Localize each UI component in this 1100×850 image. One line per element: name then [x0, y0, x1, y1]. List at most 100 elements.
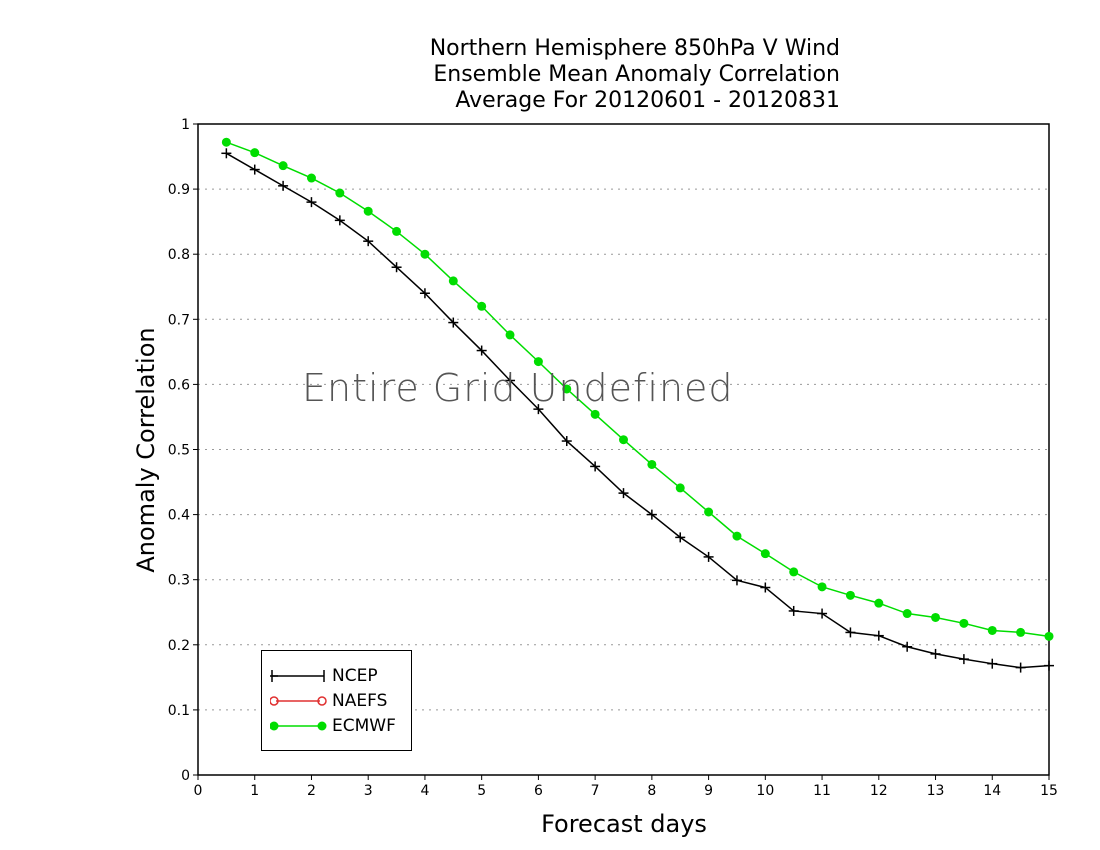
- data-point-ecmwf: [335, 188, 345, 198]
- y-tick-label: 0.7: [168, 312, 190, 328]
- grid-lines: [198, 188, 1049, 711]
- data-point-ncep: [817, 608, 828, 619]
- legend-item-ncep: NCEP: [270, 664, 410, 688]
- data-point-ecmwf: [675, 483, 685, 493]
- data-point-ecmwf: [221, 137, 231, 147]
- data-point-ecmwf: [533, 357, 543, 367]
- x-tick-label: 6: [534, 783, 543, 799]
- data-point-ecmwf: [845, 590, 855, 600]
- x-tick-label: 0: [194, 783, 203, 799]
- data-point-ncep: [391, 262, 402, 273]
- x-tick-label: 3: [364, 783, 373, 799]
- data-point-ncep: [278, 180, 289, 191]
- x-tick-label: 12: [870, 783, 888, 799]
- data-point-ncep: [618, 488, 629, 499]
- data-point-ecmwf: [817, 582, 827, 592]
- legend-item-ecmwf: ECMWF: [270, 714, 410, 738]
- x-tick-label: 5: [477, 783, 486, 799]
- data-point-ecmwf: [590, 409, 600, 419]
- y-tick-label: 0: [181, 768, 190, 784]
- data-point-ncep: [958, 654, 969, 665]
- y-tick-label: 0.2: [168, 638, 190, 654]
- y-tick-label: 0.9: [168, 182, 190, 198]
- data-point-ecmwf: [987, 625, 997, 635]
- data-point-ecmwf: [647, 459, 657, 469]
- y-tick-label: 0.8: [168, 247, 190, 263]
- data-point-ncep: [731, 575, 742, 586]
- data-point-ncep: [987, 658, 998, 669]
- x-tick-label: 10: [756, 783, 774, 799]
- data-point-ncep: [873, 630, 884, 641]
- y-tick-label: 0.5: [168, 443, 190, 459]
- series-line-ecmwf: [226, 141, 1050, 638]
- x-tick-label: 8: [647, 783, 656, 799]
- data-point-ecmwf: [959, 618, 969, 628]
- title-line-1: Northern Hemisphere 850hPa V Wind: [429, 36, 840, 61]
- x-tick-label: 2: [307, 783, 316, 799]
- data-point-ecmwf: [1044, 631, 1054, 641]
- x-tick-label: 7: [591, 783, 600, 799]
- y-tick-label: 0.1: [168, 703, 190, 719]
- data-point-ncep: [306, 197, 317, 208]
- data-point-ncep: [448, 317, 459, 328]
- chart-title: Northern Hemisphere 850hPa V Wind Ensemb…: [330, 36, 840, 114]
- x-tick-label: 14: [983, 783, 1001, 799]
- y-tick-label: 0.4: [168, 508, 190, 524]
- data-point-ncep: [419, 288, 430, 299]
- data-point-ncep: [249, 164, 260, 175]
- undefined-grid-notice: Entire Grid Undefined: [302, 366, 734, 410]
- ncep-legend-marker-icon: [270, 670, 325, 682]
- data-point-ecmwf: [448, 276, 458, 286]
- naefs-legend-marker-icon: [270, 696, 327, 706]
- data-point-ecmwf: [732, 531, 742, 541]
- series-layer: [221, 137, 1054, 673]
- title-line-2: Ensemble Mean Anomaly Correlation: [433, 62, 840, 87]
- data-point-ncep: [561, 436, 572, 447]
- x-tick-label: 9: [704, 783, 713, 799]
- data-point-ecmwf: [619, 435, 628, 445]
- x-tick-label: 1: [250, 783, 259, 799]
- data-point-ncep: [334, 215, 345, 226]
- data-point-ecmwf: [392, 226, 402, 236]
- y-tick-label: 0.3: [168, 573, 190, 589]
- x-tick-label: 15: [1040, 783, 1058, 799]
- data-point-ncep: [1044, 660, 1054, 671]
- data-point-ncep: [845, 627, 856, 638]
- data-point-ecmwf: [363, 206, 373, 216]
- ecmwf-legend-marker-icon: [270, 721, 327, 731]
- x-axis-label: Forecast days: [541, 810, 707, 838]
- data-point-ecmwf: [931, 612, 941, 622]
- title-line-3: Average For 20120601 - 20120831: [455, 88, 840, 113]
- x-tick-label: 13: [927, 783, 945, 799]
- data-point-ecmwf: [874, 598, 884, 608]
- data-point-ncep: [505, 375, 516, 386]
- data-point-ncep: [221, 148, 232, 159]
- series-line-ncep: [225, 152, 1050, 669]
- data-point-ecmwf: [562, 384, 572, 394]
- data-point-ncep: [788, 605, 799, 616]
- data-point-ecmwf: [760, 549, 770, 559]
- data-point-ecmwf: [902, 609, 912, 619]
- legend-label-naefs: NAEFS: [332, 691, 388, 711]
- data-point-ncep: [930, 648, 941, 659]
- x-tick-label: 4: [420, 783, 429, 799]
- data-point-ncep: [363, 236, 374, 247]
- data-point-ncep: [590, 461, 601, 472]
- data-point-ncep: [476, 345, 487, 356]
- data-point-ecmwf: [1016, 627, 1026, 637]
- data-point-ecmwf: [704, 507, 714, 517]
- data-point-ncep: [902, 641, 913, 652]
- y-tick-label: 1: [181, 117, 190, 133]
- data-point-ecmwf: [477, 301, 487, 311]
- data-point-ncep: [760, 582, 771, 593]
- x-tick-label: 11: [813, 783, 831, 799]
- data-point-ecmwf: [505, 330, 515, 340]
- legend-label-ncep: NCEP: [332, 666, 378, 686]
- y-axis-label: Anomaly Correlation: [132, 327, 160, 573]
- legend-item-naefs: NAEFS: [270, 689, 410, 713]
- data-point-ncep: [675, 532, 686, 543]
- data-point-ncep: [646, 509, 657, 520]
- data-point-ecmwf: [250, 148, 260, 158]
- y-tick-label: 0.6: [168, 377, 190, 393]
